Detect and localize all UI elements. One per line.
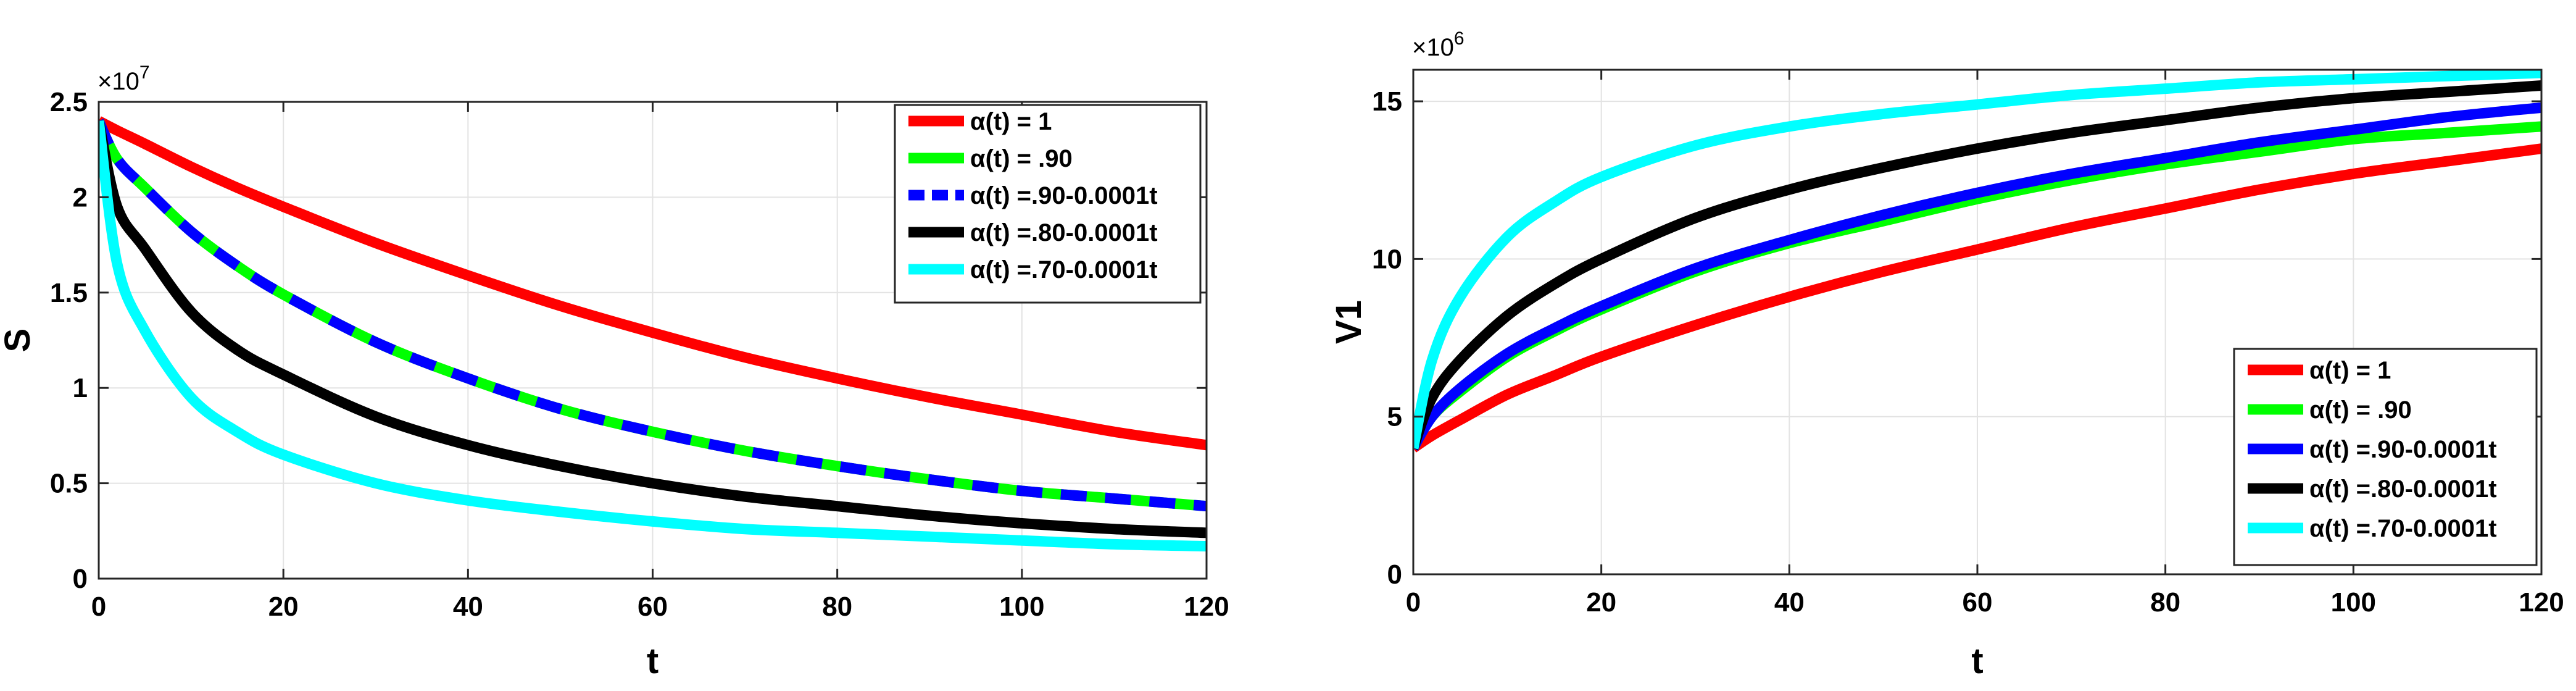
series-line-t-90-0-0001t [99,119,1207,512]
y-exponent-power: 7 [139,62,150,83]
x-tick-label: 100 [999,592,1044,622]
y-tick-label: 1.5 [50,278,88,308]
x-tick-label: 60 [638,592,668,622]
series-line-t-80-0-0001t [99,120,1207,538]
x-axis-label: t [1971,641,1983,681]
x-tick-label: 120 [2519,587,2564,618]
legend-label-t-90: α(t) = .90 [2309,396,2412,424]
series-line-t-70-0-0001t [1413,70,2541,450]
s-chart: 0 20 40 60 80 100 120 0 0.5 1 1.5 2 2.5 ×107 St α(t) = … [0,62,1229,681]
series-group [99,116,1207,552]
legend-label-t-90-0-0001t: α(t) =.90-0.0001t [2309,436,2497,463]
y-exponent-power: 6 [1454,28,1465,49]
legend-label-t-80-0-0001t: α(t) =.80-0.0001t [2309,475,2497,503]
y-tick-label: 10 [1372,244,1402,274]
y-tick-label: 15 [1372,86,1402,117]
x-tick-label: 20 [268,592,299,622]
legend: α(t) = 1 α(t) = .90 α(t) =.90-0.0001t α(t) … [2233,348,2538,566]
legend-label-t-1: α(t) = 1 [2309,357,2391,384]
y-exponent-label: ×107 [98,62,150,95]
y-tick-label: 2 [73,182,88,212]
x-tick-label: 100 [2331,587,2376,618]
y-exponent-base: ×10 [98,68,139,95]
legend-label-t-1: α(t) = 1 [970,108,1052,135]
y-axis-label: S [0,329,38,353]
series-line-t-70-0-0001t [99,120,1207,552]
legend-label-t-70-0-0001t: α(t) =.70-0.0001t [2309,515,2497,542]
y-tick-label: 0 [1387,559,1402,590]
x-axis-label: t [647,641,659,681]
x-tick-label: 20 [1586,587,1616,618]
series-group [1413,70,2541,453]
y-tick-label: 1 [73,373,88,403]
series-line-t-80-0-0001t [1413,80,2541,450]
x-tick-label: 40 [1774,587,1805,618]
x-tick-label: 40 [453,592,483,622]
legend-label-t-70-0-0001t: α(t) =.70-0.0001t [970,256,1158,283]
y-tick-label: 0.5 [50,469,88,499]
series-line-t-1 [1413,143,2541,453]
series-line-t-90-0-0001t [1413,102,2541,451]
legend: α(t) = 1 α(t) = .90 α(t) =.90-0.0001t α(t) … [894,104,1202,304]
y-tick-label: 2.5 [50,87,88,117]
series-line-t-1 [99,116,1207,451]
y-axis-label: V1 [1329,300,1369,344]
y-tick-label: 5 [1387,402,1402,432]
x-tick-label: 80 [2150,587,2180,618]
x-tick-label: 60 [1963,587,1993,618]
legend-label-t-80-0-0001t: α(t) =.80-0.0001t [970,219,1158,246]
x-tick-label: 120 [1184,592,1229,622]
x-tick-label: 0 [91,592,106,622]
y-exponent-base: ×10 [1412,34,1454,61]
legend-label-t-90: α(t) = .90 [970,145,1073,172]
y-exponent-label: ×106 [1412,28,1465,61]
y-tick-label: 0 [73,564,88,594]
x-tick-label: 80 [822,592,852,622]
x-tick-label: 0 [1406,587,1421,618]
legend-label-t-90-0-0001t: α(t) =.90-0.0001t [970,182,1158,209]
